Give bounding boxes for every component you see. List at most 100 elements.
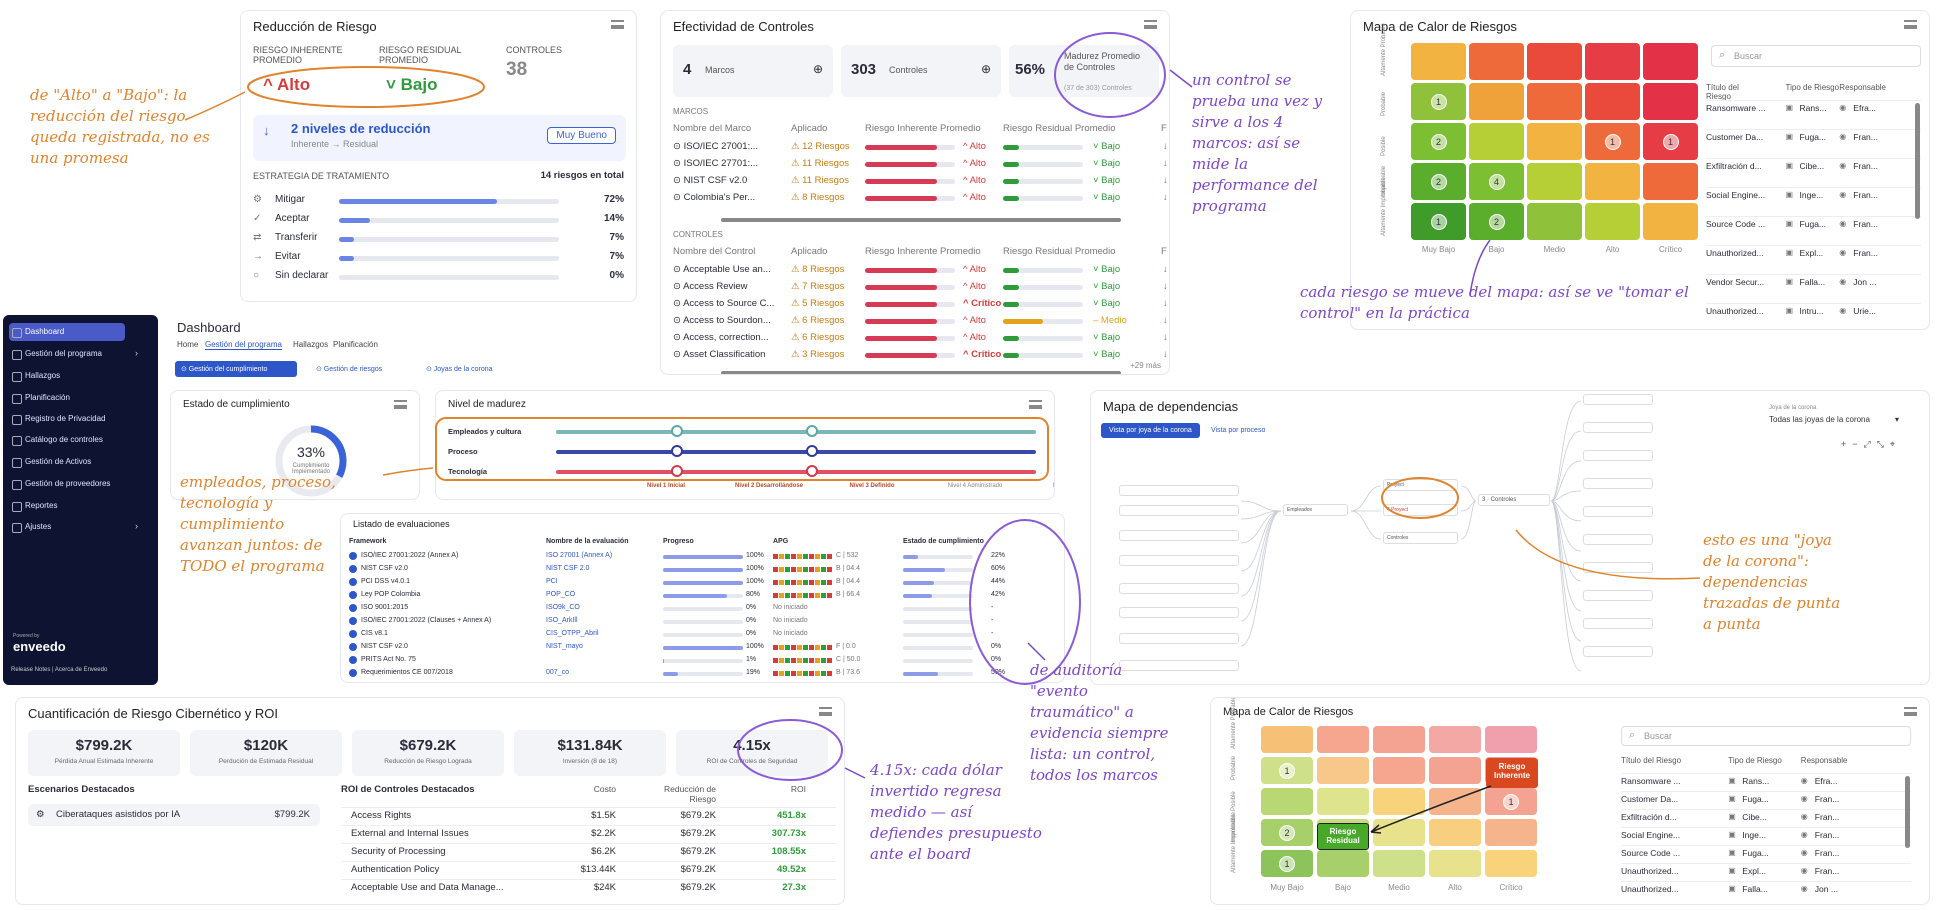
eval-name[interactable]: NIST_mayo xyxy=(546,643,583,650)
eval-row[interactable]: ISO/IEC 27001:2022 (Annex A) ISO 27001 (A… xyxy=(341,552,1064,565)
table-row[interactable]: ⊙ ISO/IEC 27001:... ⚠ 12 Riesgos ^ Alto ˅ B… xyxy=(673,139,1169,155)
sidebar-item[interactable]: Gestión del programa xyxy=(9,345,125,363)
menu-icon[interactable] xyxy=(1029,400,1042,409)
dependency-node[interactable] xyxy=(1583,506,1653,517)
risk-title[interactable]: Unauthorized... xyxy=(1706,306,1764,316)
heatmap-cell[interactable] xyxy=(1317,788,1369,815)
menu-icon[interactable] xyxy=(819,707,832,716)
menu-icon[interactable] xyxy=(394,400,407,409)
risk-title[interactable]: Ransomware ... xyxy=(1621,776,1681,786)
sidebar-item[interactable]: Dashboard xyxy=(9,323,125,341)
heatmap-cell[interactable] xyxy=(1485,819,1537,846)
risk-title[interactable]: Customer Da... xyxy=(1706,132,1764,142)
sidebar-item[interactable]: Ajustes xyxy=(9,518,125,536)
eval-name[interactable]: PCI xyxy=(546,578,558,585)
heatmap-cell[interactable] xyxy=(1373,850,1425,877)
risk-count-dot[interactable]: 1 xyxy=(1279,855,1295,872)
zoom-controls[interactable]: +−⤢⤡⌖ xyxy=(1841,439,1901,449)
search-input[interactable]: ⌕ Buscar xyxy=(1621,726,1911,746)
eval-row[interactable]: ISO/IEC 27001:2022 (Clauses + Annex A) IS… xyxy=(341,617,1064,630)
heatmap-cell[interactable] xyxy=(1585,203,1640,240)
risk-title[interactable]: Source Code ... xyxy=(1706,219,1766,229)
risk-count-dot[interactable]: 1 xyxy=(1430,93,1447,110)
subtab-0[interactable]: ⊙ Gestión del cumplimiento xyxy=(175,361,297,377)
maturity-marker[interactable] xyxy=(671,465,684,477)
sidebar-item[interactable]: Registro de Privacidad xyxy=(9,410,125,428)
node-controls[interactable]: Controles xyxy=(1383,532,1458,544)
table-row[interactable]: ⊙ NIST CSF v2.0 ⚠ 11 Riesgos ^ Alto ˅ Bajo ↓… xyxy=(673,173,1169,189)
maturity-marker[interactable] xyxy=(805,465,818,477)
scenario-item[interactable]: ⚙ Ciberataques asistidos por IA $799.2K xyxy=(28,804,320,826)
dependency-node[interactable] xyxy=(1119,633,1239,644)
tab-1[interactable]: Gestión del programa xyxy=(205,340,282,350)
table-row[interactable]: ⊙ Access Review ⚠ 7 Riesgos ^ Alto ˅ Bajo ↓ … xyxy=(673,279,1169,295)
table-row[interactable]: ⊙ Access to Sourdon... ⚠ 6 Riesgos ^ Alto –… xyxy=(673,313,1169,329)
node-controls-hub[interactable]: 3 · Controles xyxy=(1478,494,1550,506)
heatmap-cell[interactable] xyxy=(1585,83,1640,120)
heatmap-cell[interactable] xyxy=(1373,757,1425,784)
dependency-node[interactable] xyxy=(1583,562,1653,573)
dependency-node[interactable] xyxy=(1119,505,1239,516)
maturity-marker[interactable] xyxy=(671,445,684,457)
eval-name[interactable]: CIS_OTPP_Abril xyxy=(546,630,599,637)
heatmap-cell[interactable] xyxy=(1317,757,1369,784)
sidebar-item[interactable]: Gestión de proveedores xyxy=(9,475,125,493)
tab-0[interactable]: Home xyxy=(177,340,199,349)
eval-name[interactable]: ISO9k_CO xyxy=(546,604,580,611)
heatmap-cell[interactable] xyxy=(1585,163,1640,200)
node-employees[interactable]: Empleados xyxy=(1283,504,1348,516)
menu-icon[interactable] xyxy=(1904,20,1917,29)
heatmap-cell[interactable] xyxy=(1585,43,1640,80)
risk-count-dot[interactable]: 1 xyxy=(1503,793,1519,810)
table-row[interactable]: ⊙ Access, correction... ⚠ 6 Riesgos ^ Alto… xyxy=(673,330,1169,346)
heatmap-cell[interactable] xyxy=(1527,163,1582,200)
sidebar-item[interactable]: Catálogo de controles xyxy=(9,431,125,449)
table-row[interactable]: ⊙ Colombia's Per... ⚠ 8 Riesgos ^ Alto ˅ Ba… xyxy=(673,190,1169,206)
risk-title[interactable]: Customer Da... xyxy=(1621,794,1679,804)
risk-title[interactable]: Exfiltración d... xyxy=(1706,161,1762,171)
horizontal-scrollbar[interactable] xyxy=(721,218,1121,222)
vertical-scrollbar[interactable] xyxy=(1905,776,1910,848)
risk-count-dot[interactable]: 2 xyxy=(1430,173,1447,190)
risk-title[interactable]: Vendor Secur... xyxy=(1706,277,1765,287)
more-count[interactable]: +29 más xyxy=(1130,361,1161,370)
heatmap-cell[interactable] xyxy=(1429,819,1481,846)
tab-by-process[interactable]: Vista por proceso xyxy=(1211,427,1266,434)
table-row[interactable]: ⊙ Access to Source C... ⚠ 5 Riesgos ^ Crít… xyxy=(673,296,1169,312)
table-row[interactable]: ⊙ Asset Classification ⚠ 3 Riesgos ^ Críti… xyxy=(673,347,1169,363)
sidebar-item[interactable]: Gestión de Activos xyxy=(9,453,125,471)
tab-2[interactable]: Hallazgos xyxy=(293,340,329,349)
risk-count-dot[interactable]: 4 xyxy=(1488,173,1505,190)
roi-control-name[interactable]: Security of Processing xyxy=(351,846,446,857)
footer-links[interactable]: Release Notes | Acerca de Enveedo xyxy=(11,667,108,673)
dependency-node[interactable] xyxy=(1583,646,1653,657)
dependency-node[interactable] xyxy=(1119,660,1239,671)
menu-icon[interactable] xyxy=(611,20,624,29)
heatmap-cell[interactable] xyxy=(1373,788,1425,815)
eval-name[interactable]: ISO_ArkIll xyxy=(546,617,578,624)
eval-row[interactable]: Requerimientos CE 007/2018 007_co 19% B | 7… xyxy=(341,669,1064,682)
eval-name[interactable]: NIST CSF 2.0 xyxy=(546,565,590,572)
heatmap-cell[interactable] xyxy=(1429,726,1481,753)
heatmap-cell[interactable] xyxy=(1469,83,1524,120)
heatmap-cell[interactable] xyxy=(1373,726,1425,753)
risk-count-dot[interactable]: 2 xyxy=(1430,133,1447,150)
heatmap-cell[interactable] xyxy=(1643,163,1698,200)
dependency-node[interactable] xyxy=(1583,618,1653,629)
heatmap-cell[interactable] xyxy=(1643,203,1698,240)
eval-row[interactable]: NIST CSF v2.0 NIST CSF 2.0 100% B | 04.4 60% xyxy=(341,565,1064,578)
risk-count-dot[interactable]: 1 xyxy=(1430,213,1447,230)
risk-title[interactable]: Exfiltración d... xyxy=(1621,812,1677,822)
heatmap-cell[interactable] xyxy=(1643,43,1698,80)
risk-title[interactable]: Social Engine... xyxy=(1706,190,1766,200)
heatmap-cell[interactable] xyxy=(1527,203,1582,240)
risk-title[interactable]: Ransomware ... xyxy=(1706,103,1766,113)
maturity-marker[interactable] xyxy=(805,425,818,437)
dependency-node[interactable] xyxy=(1119,583,1239,594)
node-project[interactable]: Proyect xyxy=(1383,479,1458,491)
roi-control-name[interactable]: External and Internal Issues xyxy=(351,828,469,839)
roi-control-name[interactable]: Access Rights xyxy=(351,810,412,821)
heatmap-cell[interactable] xyxy=(1469,43,1524,80)
menu-icon[interactable] xyxy=(1144,20,1157,29)
maturity-marker[interactable] xyxy=(671,425,684,437)
